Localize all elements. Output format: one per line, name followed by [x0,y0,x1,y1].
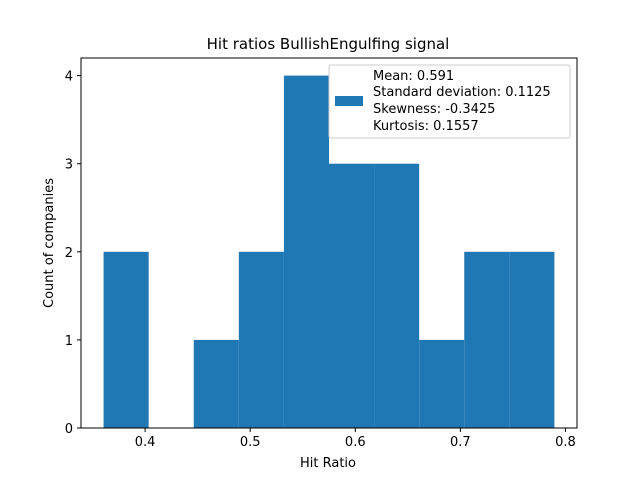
histogram-bar-6 [329,163,375,428]
x-tick-label-3: 0.6 [345,435,366,450]
y-axis-label: Count of companies [42,178,57,308]
y-tick-label-4: 3 [65,158,73,173]
y-tick-label-1: 0 [65,422,73,437]
y-axis-ticks: 0 1 2 3 4 [65,70,81,437]
y-tick-label-3: 2 [65,246,73,261]
histogram-bar-10 [509,251,555,428]
y-tick-label-2: 1 [65,334,73,349]
x-tick-label-4: 0.7 [450,435,471,450]
legend-box [328,64,571,139]
y-tick-label-5: 4 [65,70,73,85]
histogram-bar-8 [419,339,465,428]
x-axis-label: Hit Ratio [300,456,356,471]
histogram-bar-1 [103,251,149,428]
plot-frame [80,57,578,429]
histogram-bar-4 [238,251,284,428]
legend-line-std: Standard deviation: 0.1125 [373,85,551,100]
histogram-bar-3 [193,339,239,428]
legend-line-skewness: Skewness: -0.3425 [373,102,495,117]
chart-title: Hit ratios BullishEngulfing signal [207,35,450,53]
x-tick-label-1: 0.4 [135,435,156,450]
x-tick-label-2: 0.5 [240,435,261,450]
legend-line-mean: Mean: 0.591 [373,69,454,84]
x-tick-label-5: 0.8 [555,435,576,450]
bars-group [103,75,555,428]
histogram-bar-7 [374,163,420,428]
x-axis-ticks: 0.4 0.5 0.6 0.7 0.8 [135,428,576,450]
legend: Mean: 0.591 Standard deviation: 0.1125 S… [328,64,571,139]
histogram-bar-9 [464,251,510,428]
histogram-bar-5 [283,75,329,428]
legend-swatch [335,96,363,106]
legend-line-kurtosis: Kurtosis: 0.1557 [373,119,479,134]
